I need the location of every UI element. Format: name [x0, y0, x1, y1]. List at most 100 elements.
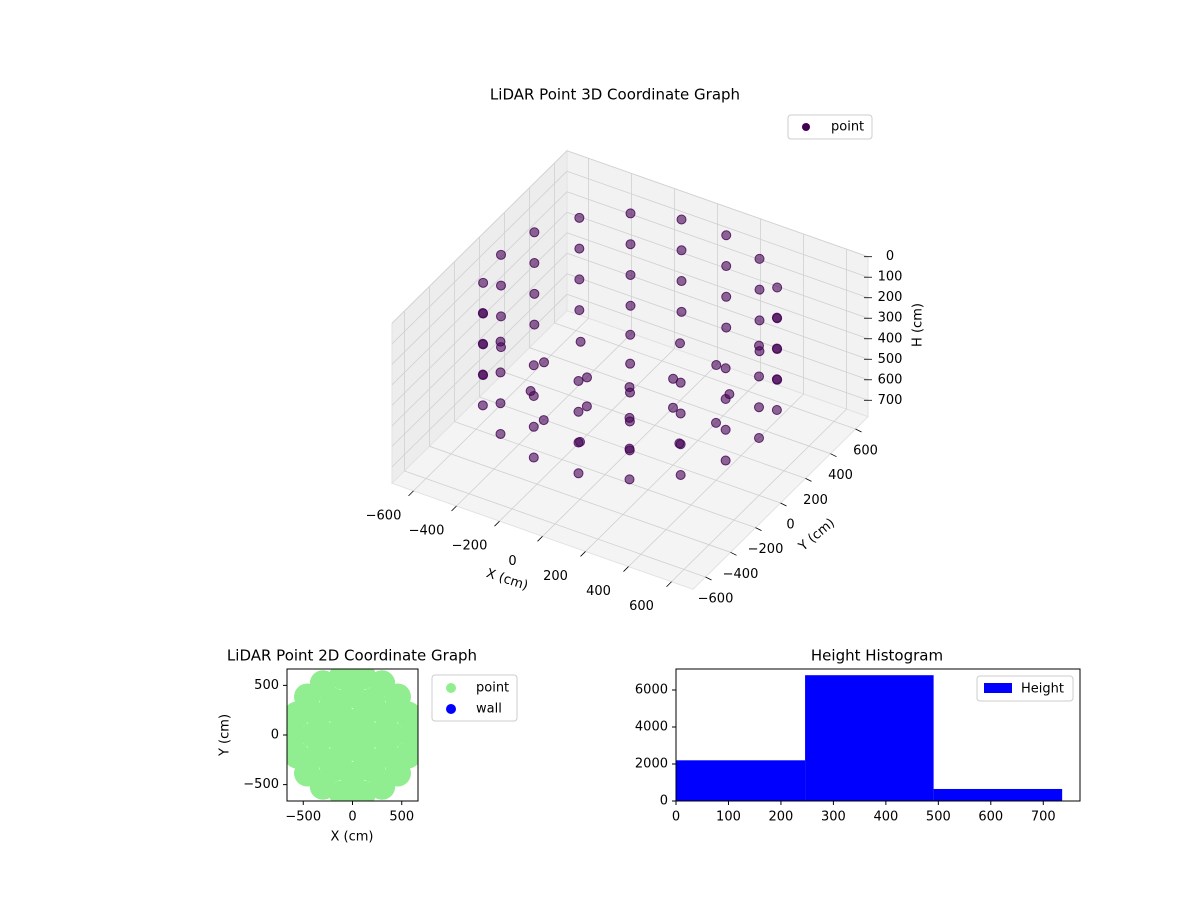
point [754, 253, 765, 264]
point [529, 258, 540, 269]
point [528, 452, 539, 463]
point [711, 417, 721, 428]
y-axis-label: Y (cm) [795, 516, 838, 555]
tick-mark [705, 576, 712, 581]
point [528, 421, 539, 432]
x-tick-label: −500 [285, 810, 321, 825]
y-tick-label: 2000 [635, 756, 668, 771]
point [339, 761, 366, 788]
x-tick-label: 600 [629, 599, 654, 614]
point [772, 374, 783, 385]
point [573, 406, 584, 417]
x-tick-label: −400 [409, 524, 445, 539]
x-tick-label: 200 [769, 810, 794, 825]
point [575, 336, 586, 347]
point [754, 346, 765, 357]
point [582, 372, 592, 383]
point [305, 702, 332, 729]
point [373, 741, 400, 768]
x-tick-label: 200 [543, 569, 568, 584]
grid-line [554, 322, 856, 430]
y-tick-label: 400 [828, 468, 853, 483]
grid-line [391, 191, 568, 365]
legend-label: point [476, 681, 509, 696]
x-tick-label: 0 [348, 810, 356, 825]
point [339, 682, 366, 709]
grid-line [391, 170, 568, 345]
x-axis-label: X (cm) [484, 566, 530, 594]
point [675, 469, 686, 480]
y-tick-label: 0 [660, 794, 668, 809]
plot-area [287, 669, 418, 801]
grid-line [529, 347, 831, 455]
grid-line [391, 273, 568, 447]
x-tick-label: 500 [926, 810, 951, 825]
x-tick-label: 0 [672, 810, 680, 825]
point [575, 436, 585, 447]
z-axis-label: H (cm) [911, 303, 926, 347]
point [496, 311, 506, 322]
point [495, 428, 506, 439]
point [676, 306, 687, 317]
y-tick-label: −200 [748, 542, 784, 557]
x-tick-label: −600 [366, 508, 402, 523]
point [581, 401, 592, 412]
point [772, 313, 783, 324]
tick-mark [830, 453, 837, 458]
axes-frame [675, 668, 1081, 802]
z-tick-label: 400 [878, 331, 903, 346]
point [538, 415, 549, 426]
x-tick-label: 400 [586, 584, 611, 599]
point [398, 722, 418, 748]
point [720, 455, 731, 466]
y-tick-label: −500 [243, 777, 279, 792]
legend-marker [446, 683, 456, 693]
point [772, 282, 783, 293]
point [625, 358, 636, 369]
y-axis-label: Y (cm) [218, 714, 233, 757]
x-tick-label: 300 [821, 810, 846, 825]
point [668, 373, 679, 384]
point [300, 722, 327, 748]
point [676, 214, 687, 225]
legend-patch [984, 683, 1012, 693]
point [724, 389, 735, 400]
point [674, 438, 685, 449]
point [624, 474, 635, 485]
point [574, 243, 585, 254]
point [771, 404, 782, 415]
x-tick-label: 700 [1031, 810, 1056, 825]
point [675, 408, 686, 419]
grid-line [404, 470, 706, 578]
y-tick-label: 200 [803, 493, 828, 508]
point [676, 276, 687, 287]
z-tick-label: 100 [878, 270, 903, 285]
point [711, 360, 722, 371]
x-axis-label: X (cm) [331, 830, 374, 845]
chart-title: LiDAR Point 2D Coordinate Graph [227, 647, 477, 665]
point [525, 386, 536, 397]
point [477, 400, 488, 411]
point [675, 338, 685, 349]
x-tick-label: 500 [389, 810, 414, 825]
x-tick-label: 600 [978, 810, 1003, 825]
point [625, 239, 636, 250]
legend-marker [446, 704, 456, 714]
point [754, 371, 764, 382]
tick-mark [494, 520, 500, 527]
grid-line [566, 211, 869, 319]
z-tick-label: 200 [878, 290, 903, 305]
point [478, 370, 489, 381]
grid-line [566, 273, 869, 381]
point [721, 291, 732, 302]
tick-mark [580, 551, 586, 557]
grid-line [566, 293, 869, 401]
point [496, 342, 506, 353]
tick-mark [451, 505, 457, 512]
point [495, 367, 506, 378]
tick-mark [666, 581, 672, 588]
legend-label: Height [1021, 682, 1064, 697]
point [574, 212, 585, 223]
grid-line [566, 252, 869, 360]
grid-line [566, 150, 869, 258]
